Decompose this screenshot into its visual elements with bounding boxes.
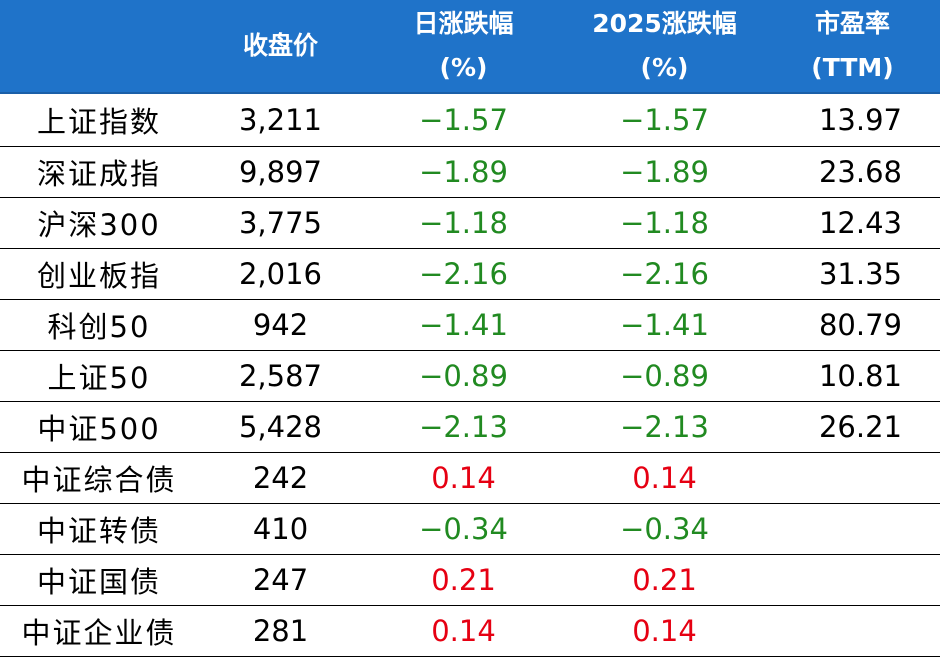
close-price-cell: 3,775	[198, 197, 363, 249]
close-price-cell: 5,428	[198, 401, 363, 453]
pe-ratio-cell: 10.81	[765, 350, 940, 402]
daily-change-cell: 0.21	[363, 554, 564, 606]
close-price-cell: 9,897	[198, 146, 363, 198]
header-pe-ratio: 市盈率 (TTM)	[765, 0, 940, 94]
ytd-change-cell: −1.41	[564, 299, 765, 351]
header-daily-unit: (%)	[439, 53, 488, 82]
close-price-cell: 3,211	[198, 93, 363, 147]
header-pe-unit: (TTM)	[811, 53, 894, 82]
header-close-label: 收盘价	[242, 31, 318, 60]
header-daily-label: 日涨跌幅	[413, 9, 514, 38]
pe-ratio-cell	[765, 452, 940, 504]
index-name-cell: 中证500	[0, 401, 198, 453]
daily-change-cell: −1.57	[363, 93, 564, 147]
close-price-cell: 410	[198, 503, 363, 555]
pe-ratio-cell: 13.97	[765, 93, 940, 147]
pe-ratio-cell	[765, 605, 940, 657]
ytd-change-cell: −1.18	[564, 197, 765, 249]
ytd-change-cell: −0.89	[564, 350, 765, 402]
daily-change-cell: −0.34	[363, 503, 564, 555]
table-row: 中证转债 410 −0.34 −0.34	[0, 503, 940, 555]
index-name-cell: 中证转债	[0, 503, 198, 555]
table-row: 创业板指 2,016 −2.16 −2.16 31.35	[0, 248, 940, 300]
pe-ratio-cell: 12.43	[765, 197, 940, 249]
index-name-cell: 中证综合债	[0, 452, 198, 504]
daily-change-cell: 0.14	[363, 605, 564, 657]
close-price-cell: 242	[198, 452, 363, 504]
close-price-cell: 2,016	[198, 248, 363, 300]
header-row: 收盘价 日涨跌幅 (%) 2025涨跌幅 (%) 市盈率 (TTM)	[0, 0, 940, 94]
header-index-name	[0, 0, 198, 94]
table-row: 中证500 5,428 −2.13 −2.13 26.21	[0, 401, 940, 453]
table-header: 收盘价 日涨跌幅 (%) 2025涨跌幅 (%) 市盈率 (TTM)	[0, 0, 940, 94]
daily-change-cell: −0.89	[363, 350, 564, 402]
pe-ratio-cell: 80.79	[765, 299, 940, 351]
header-pe-label: 市盈率	[814, 9, 890, 38]
pe-ratio-cell: 23.68	[765, 146, 940, 198]
index-name-cell: 科创50	[0, 299, 198, 351]
header-close-price: 收盘价	[198, 0, 363, 94]
close-price-cell: 247	[198, 554, 363, 606]
index-name-cell: 中证国债	[0, 554, 198, 606]
table-row: 中证国债 247 0.21 0.21	[0, 554, 940, 606]
table-row: 上证指数 3,211 −1.57 −1.57 13.97	[0, 93, 940, 147]
ytd-change-cell: 0.21	[564, 554, 765, 606]
table-row: 中证综合债 242 0.14 0.14	[0, 452, 940, 504]
ytd-change-cell: 0.14	[564, 605, 765, 657]
pe-ratio-cell	[765, 554, 940, 606]
pe-ratio-cell: 26.21	[765, 401, 940, 453]
table-body: 上证指数 3,211 −1.57 −1.57 13.97 深证成指 9,897 …	[0, 93, 940, 657]
header-daily-change: 日涨跌幅 (%)	[363, 0, 564, 94]
daily-change-cell: −1.89	[363, 146, 564, 198]
ytd-change-cell: −1.89	[564, 146, 765, 198]
pe-ratio-cell	[765, 503, 940, 555]
header-ytd-unit: (%)	[640, 53, 689, 82]
table-row: 中证企业债 281 0.14 0.14	[0, 605, 940, 657]
index-name-cell: 上证50	[0, 350, 198, 402]
table-row: 上证50 2,587 −0.89 −0.89 10.81	[0, 350, 940, 402]
table-row: 深证成指 9,897 −1.89 −1.89 23.68	[0, 146, 940, 198]
close-price-cell: 2,587	[198, 350, 363, 402]
header-ytd-change: 2025涨跌幅 (%)	[564, 0, 765, 94]
ytd-change-cell: −2.16	[564, 248, 765, 300]
ytd-change-cell: −2.13	[564, 401, 765, 453]
table-row: 科创50 942 −1.41 −1.41 80.79	[0, 299, 940, 351]
daily-change-cell: −1.41	[363, 299, 564, 351]
daily-change-cell: −2.16	[363, 248, 564, 300]
ytd-change-cell: −1.57	[564, 93, 765, 147]
close-price-cell: 942	[198, 299, 363, 351]
daily-change-cell: −2.13	[363, 401, 564, 453]
index-name-cell: 上证指数	[0, 93, 198, 147]
daily-change-cell: 0.14	[363, 452, 564, 504]
ytd-change-cell: 0.14	[564, 452, 765, 504]
table-row: 沪深300 3,775 −1.18 −1.18 12.43	[0, 197, 940, 249]
index-name-cell: 中证企业债	[0, 605, 198, 657]
header-ytd-label: 2025涨跌幅	[592, 9, 737, 38]
index-name-cell: 创业板指	[0, 248, 198, 300]
close-price-cell: 281	[198, 605, 363, 657]
pe-ratio-cell: 31.35	[765, 248, 940, 300]
index-name-cell: 沪深300	[0, 197, 198, 249]
ytd-change-cell: −0.34	[564, 503, 765, 555]
index-name-cell: 深证成指	[0, 146, 198, 198]
daily-change-cell: −1.18	[363, 197, 564, 249]
